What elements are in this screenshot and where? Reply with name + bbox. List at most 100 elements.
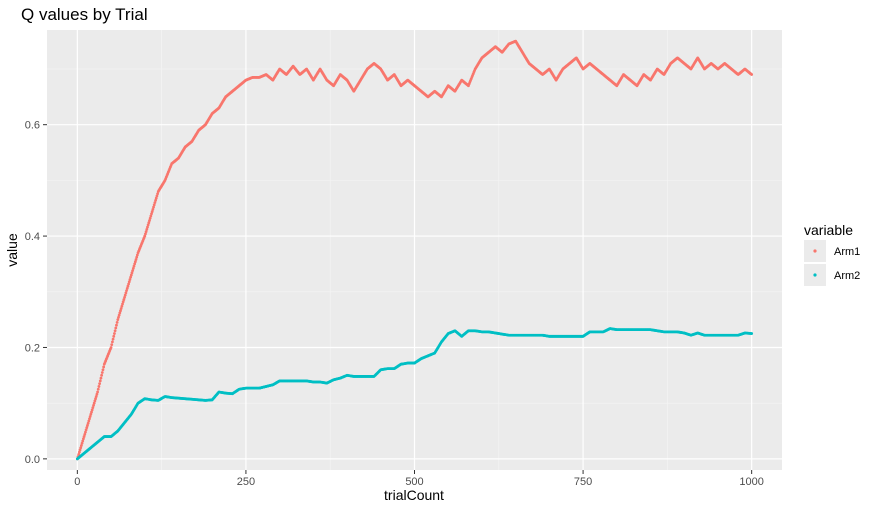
data-point [128,278,132,281]
y-tick-label: 0.2 [25,342,40,354]
data-point [82,435,86,438]
y-axis-title: value [4,233,20,267]
data-point [127,280,131,284]
data-point [88,415,92,418]
data-point [115,323,118,327]
data-point [149,214,153,218]
x-axis: 0 250 500 750 1000 [74,470,764,488]
legend-label-arm2: Arm2 [834,270,860,282]
legend-label-arm1: Arm1 [834,246,860,258]
data-point [100,373,104,377]
data-point [150,210,154,213]
data-point [86,424,89,427]
data-point [123,295,126,299]
y-tick-label: 0.6 [25,120,40,132]
data-point [82,437,85,441]
data-point [127,282,130,286]
data-point [121,300,125,304]
data-point [154,196,158,200]
data-point [117,313,121,317]
data-point [152,203,156,207]
data-point [80,441,84,445]
chart-title: Q values by Trial [21,5,148,24]
data-point [83,432,87,436]
data-point [129,275,133,279]
y-tick-label: 0.0 [25,454,40,466]
legend: variable Arm1 Arm2 [804,222,860,286]
data-point [81,439,85,443]
data-point [156,192,159,196]
data-point [97,385,101,388]
y-tick-label: 0.4 [25,231,40,243]
data-point [130,271,134,275]
data-point [94,397,97,401]
data-point [101,368,105,372]
data-point [90,408,94,412]
data-point [100,371,104,374]
data-point [148,216,152,220]
data-point [147,221,151,225]
data-point [88,417,91,421]
data-point [135,255,139,259]
data-point [133,262,137,266]
data-point [93,399,97,403]
data-point [153,201,157,205]
data-point [92,401,96,405]
data-point [119,309,122,313]
legend-key-point [813,273,817,277]
data-point [121,302,124,306]
data-point [79,444,83,447]
legend-key-point [813,249,817,253]
data-point [124,291,128,295]
x-tick-label: 250 [237,476,255,488]
data-point [92,403,95,407]
data-point [117,315,120,319]
data-point [98,382,101,386]
legend-title: variable [804,222,853,238]
data-point [150,212,153,216]
data-point [77,450,81,454]
data-point [91,406,95,410]
data-point [84,430,87,434]
data-point [118,311,122,315]
data-point [133,260,137,264]
x-tick-label: 750 [574,476,592,488]
data-point [90,410,93,414]
data-point [113,329,117,333]
data-point [109,346,113,349]
data-point [102,365,106,369]
y-axis: 0.0 0.2 0.4 0.6 [25,120,47,466]
series-arm1 [75,39,754,461]
x-tick-label: 500 [405,476,423,488]
data-point [116,318,120,322]
data-point [95,392,99,396]
data-point [143,234,147,238]
data-point [96,387,100,391]
data-point [113,332,116,335]
data-point [89,412,93,416]
data-point [111,340,114,344]
data-point [123,293,127,297]
data-point [144,232,147,236]
data-point [129,273,133,277]
gridlines [47,30,782,470]
data-point [99,376,103,380]
data-point [148,219,151,222]
data-point [87,419,91,423]
data-point [131,269,135,273]
data-point [146,225,149,229]
data-point [135,253,139,257]
data-point [78,448,82,452]
data-point [151,207,155,211]
data-point [154,199,157,202]
data-point [750,332,754,335]
data-point [85,426,89,430]
data-point [119,307,123,310]
data-point [111,337,115,341]
data-point [84,428,88,432]
data-point [94,395,98,398]
data-point [115,321,119,324]
data-point [122,298,126,301]
x-axis-title: trialCount [384,487,444,503]
